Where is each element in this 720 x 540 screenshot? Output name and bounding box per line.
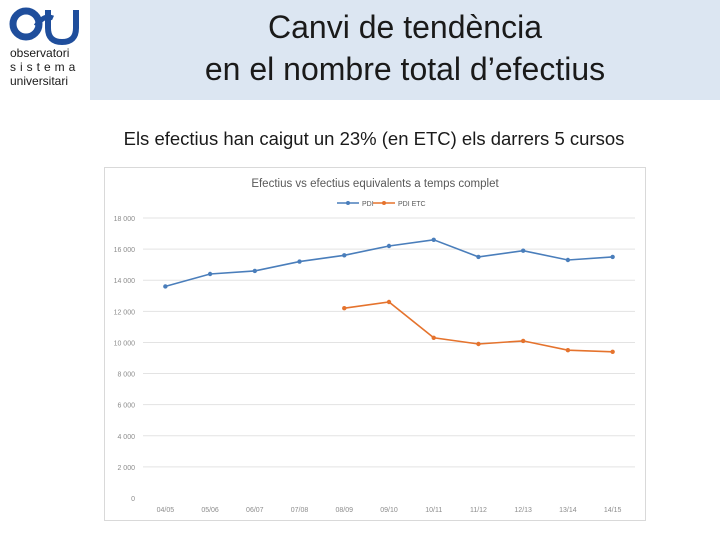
legend-label-0: PDI (362, 201, 374, 208)
series-point-0 (431, 237, 436, 242)
series-point-0 (520, 248, 526, 253)
series-point-0 (252, 268, 258, 274)
x-tick-label: 04/05 (157, 507, 175, 514)
y-tick-label: 0 (131, 496, 135, 503)
y-tick-label: 4 000 (117, 434, 135, 441)
osu-logo: observatori sistema universitari (4, 4, 86, 96)
series-point-1 (476, 341, 481, 347)
logo-line-sistema: sistema (10, 60, 80, 74)
logo-line-observatori: observatori (10, 46, 70, 60)
x-tick-label: 06/07 (246, 507, 264, 514)
y-tick-label: 10 000 (114, 340, 136, 347)
series-point-0 (163, 284, 168, 289)
series-point-0 (297, 259, 302, 264)
y-tick-label: 16 000 (114, 247, 136, 254)
legend-marker-1 (382, 201, 386, 205)
y-tick-label: 12 000 (114, 309, 136, 316)
y-tick-label: 18 000 (114, 216, 136, 223)
y-tick-label: 2 000 (117, 465, 135, 472)
x-tick-label: 10/11 (425, 507, 442, 514)
page-subtitle: Els efectius han caigut un 23% (en ETC) … (123, 128, 625, 149)
x-tick-label: 05/06 (201, 507, 219, 514)
legend-marker-0 (346, 201, 350, 205)
series-point-1 (520, 338, 526, 344)
series-point-0 (342, 253, 347, 258)
x-tick-label: 12/13 (514, 507, 532, 514)
line-chart: Efectius vs efectius equivalents a temps… (114, 178, 635, 514)
page-title: Canvi de tendència en el nombre total d’… (90, 6, 720, 90)
series-point-0 (610, 254, 615, 260)
chart-title: Efectius vs efectius equivalents a temps… (251, 178, 499, 190)
series-point-0 (476, 254, 481, 260)
x-tick-label: 09/10 (380, 507, 398, 514)
series-point-0 (386, 243, 392, 249)
logo-line-universitari: universitari (10, 74, 69, 88)
page-title-line-2: en el nombre total d’efectius (204, 51, 606, 87)
legend-label-1: PDI ETC (398, 201, 426, 208)
x-tick-label: 08/09 (336, 507, 354, 514)
page-title-line-1: Canvi de tendència (268, 9, 542, 45)
x-tick-label: 14/15 (604, 507, 622, 514)
y-tick-label: 6 000 (117, 403, 135, 410)
osu-logo-mark (9, 7, 79, 46)
series-point-0 (565, 257, 571, 263)
series-point-1 (342, 306, 347, 311)
x-tick-label: 07/08 (291, 507, 309, 514)
series-point-1 (386, 299, 392, 305)
x-tick-label: 11/12 (470, 507, 487, 514)
x-tick-label: 13/14 (559, 507, 577, 514)
series-point-0 (207, 271, 213, 277)
series-point-1 (565, 348, 571, 353)
y-tick-label: 14 000 (114, 278, 136, 285)
title-band (90, 0, 720, 100)
series-point-1 (610, 349, 615, 354)
y-tick-label: 8 000 (117, 372, 135, 379)
chart-frame: Efectius vs efectius equivalents a temps… (104, 167, 646, 521)
series-point-1 (431, 335, 436, 340)
